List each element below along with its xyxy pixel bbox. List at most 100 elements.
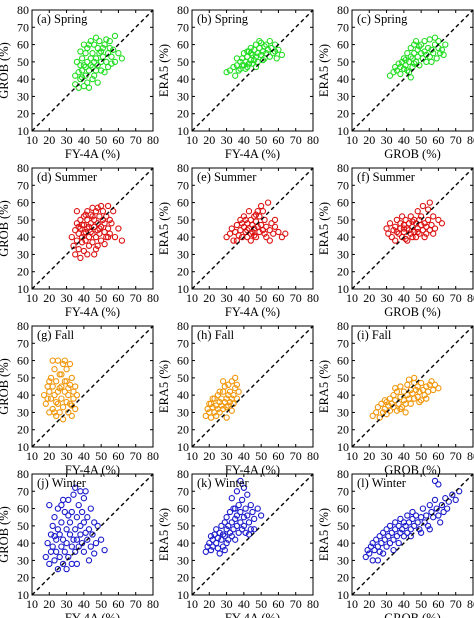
data-point [383,225,390,232]
data-point [111,233,119,241]
data-point [72,484,79,491]
data-point [214,534,222,542]
data-point [247,501,254,509]
data-point [426,199,433,206]
y-tick-label: 50 [177,519,189,533]
x-tick-label: 50 [95,291,107,305]
data-point [386,539,394,547]
x-tick-label: 40 [238,597,250,611]
data-point [49,357,56,364]
data-point [438,501,446,509]
one-to-one-line [31,473,154,596]
data-point [92,208,100,215]
data-point [398,213,406,220]
y-tick-label: 10 [177,440,189,454]
data-point [244,512,251,519]
data-point [393,228,401,236]
x-tick-label: 70 [450,133,462,147]
x-tick-label: 60 [272,597,284,611]
plot-frame [351,473,474,596]
data-point [106,44,113,52]
data-point [412,37,420,45]
data-point [235,501,242,509]
one-to-one-line [191,325,314,448]
data-point [96,50,103,57]
data-point [84,536,91,543]
data-point [213,412,220,420]
data-point [402,522,409,530]
data-point [381,536,388,543]
data-point [369,539,376,547]
y-axis-title: GROB (%) [0,200,11,257]
data-point [421,391,428,399]
y-tick-label: 10 [177,282,189,296]
data-point [390,546,397,554]
y-tick-label: 30 [177,405,189,419]
panel-9-points [369,374,442,421]
y-tick-label: 70 [337,336,349,350]
x-tick-label: 60 [112,449,124,463]
y-tick-label: 80 [17,3,29,17]
y-tick-label: 70 [17,178,29,192]
data-point [251,46,258,53]
data-point [84,514,91,521]
data-point [72,383,79,390]
x-tick-label: 40 [398,449,410,463]
data-point [228,519,235,526]
y-axis-title: ERA5 (%) [157,508,171,561]
data-point [435,37,442,45]
data-point [242,529,249,536]
y-tick-label: 10 [17,588,29,602]
x-tick-label: 70 [130,597,142,611]
y-tick-label: 50 [17,213,29,227]
y-tick-label: 20 [17,423,29,437]
data-point [207,533,215,540]
one-to-one-line [31,325,154,448]
y-tick-label: 70 [337,20,349,34]
data-point [66,531,74,538]
x-tick-label: 60 [112,597,124,611]
x-tick-label: 10 [26,133,38,147]
data-point [49,405,56,413]
data-point [417,379,425,387]
data-point [85,223,93,230]
data-point [438,220,446,227]
data-point [232,505,239,512]
data-point [230,391,237,399]
one-to-one-line [351,167,474,290]
data-point [70,536,77,543]
data-point [414,519,421,526]
data-point [104,63,112,71]
data-point [84,44,91,52]
data-point [233,512,241,519]
x-tick-label: 30 [221,597,233,611]
data-point [206,400,213,407]
data-point [72,405,79,413]
data-point [404,237,411,244]
x-tick-label: 80 [467,133,474,147]
y-tick-label: 50 [17,55,29,69]
data-point [77,254,84,262]
data-point [419,227,427,234]
data-point [235,388,242,395]
data-point [417,41,425,48]
data-point [216,529,223,536]
data-point [84,251,91,258]
data-point [419,202,427,210]
data-point [431,496,439,504]
data-point [53,536,60,543]
data-point [374,404,382,411]
panel-4-points [68,202,126,262]
y-tick-label: 30 [337,247,349,261]
x-tick-label: 40 [78,133,90,147]
data-point [82,63,89,71]
data-point [75,501,82,509]
data-point [68,412,75,420]
data-point [228,378,235,385]
data-point [77,531,84,538]
data-point [97,48,105,55]
data-point [58,371,65,378]
